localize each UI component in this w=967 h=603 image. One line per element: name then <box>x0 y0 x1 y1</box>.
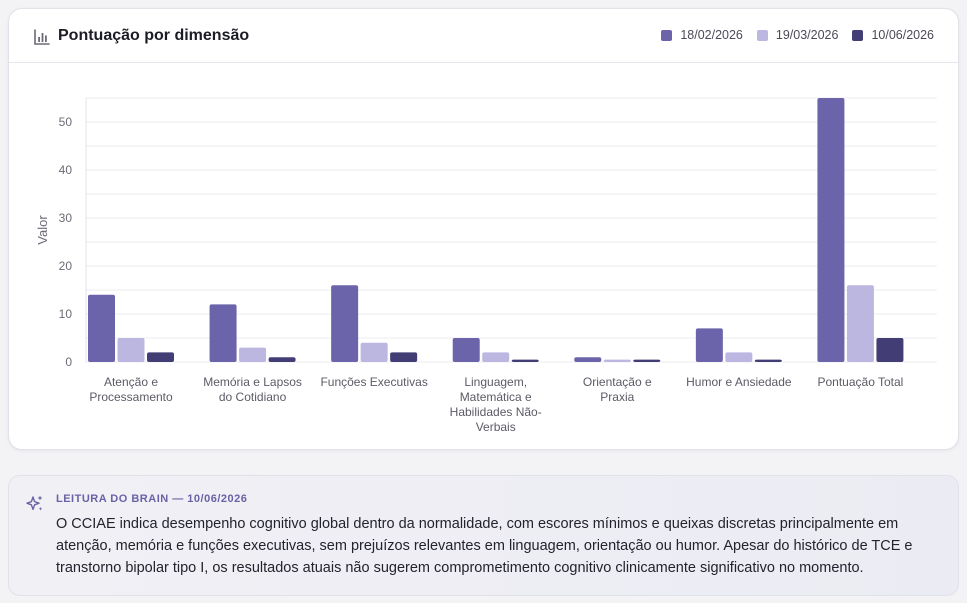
bar <box>390 352 417 362</box>
card-header: Pontuação por dimensão 18/02/2026 19/03/… <box>9 9 958 63</box>
dimension-score-card: Pontuação por dimensão 18/02/2026 19/03/… <box>8 8 959 450</box>
bar <box>453 338 480 362</box>
bar <box>147 352 174 362</box>
sparkles-icon <box>25 494 45 514</box>
brain-insight-panel: LEITURA DO BRAIN — 10/06/2026 O CCIAE in… <box>8 475 959 596</box>
x-category-label: Linguagem, <box>464 375 527 389</box>
bar <box>269 357 296 362</box>
bar <box>604 360 631 362</box>
bar <box>210 304 237 362</box>
bar <box>755 360 782 362</box>
y-tick-label: 0 <box>65 355 72 369</box>
bar <box>817 98 844 362</box>
legend-label: 19/03/2026 <box>776 28 839 42</box>
bar <box>482 352 509 362</box>
y-tick-label: 50 <box>59 115 73 129</box>
bar <box>633 360 660 362</box>
x-category-label: Funções Executivas <box>320 375 427 389</box>
bar <box>696 328 723 362</box>
bar <box>88 295 115 362</box>
x-category-label: Matemática e <box>460 390 532 404</box>
legend-swatch <box>661 30 672 41</box>
insight-text: O CCIAE indica desempenho cognitivo glob… <box>56 513 936 579</box>
x-category-label: Verbais <box>476 420 516 434</box>
x-category-label: Memória e Lapsos <box>203 375 302 389</box>
bar <box>118 338 145 362</box>
chart-legend: 18/02/2026 19/03/2026 10/06/2026 <box>661 28 934 42</box>
card-title: Pontuação por dimensão <box>58 27 249 45</box>
bar-chart-icon <box>33 28 51 46</box>
legend-label: 10/06/2026 <box>871 28 934 42</box>
legend-swatch <box>757 30 768 41</box>
bar <box>361 343 388 362</box>
x-category-label: Orientação e <box>583 375 652 389</box>
y-tick-label: 30 <box>59 211 73 225</box>
bar <box>876 338 903 362</box>
y-tick-label: 10 <box>59 307 73 321</box>
y-axis-title: Valor <box>35 215 50 245</box>
insight-label: LEITURA DO BRAIN — 10/06/2026 <box>56 493 247 505</box>
x-category-label: Habilidades Não- <box>450 405 542 419</box>
bar <box>239 348 266 362</box>
legend-item-series-2[interactable]: 19/03/2026 <box>757 28 839 42</box>
y-tick-label: 40 <box>59 163 73 177</box>
x-category-label: Processamento <box>89 390 173 404</box>
legend-swatch <box>852 30 863 41</box>
bar <box>847 285 874 362</box>
bar <box>512 360 539 362</box>
legend-item-series-3[interactable]: 10/06/2026 <box>852 28 934 42</box>
y-tick-label: 20 <box>59 259 73 273</box>
x-category-label: do Cotidiano <box>219 390 287 404</box>
legend-item-series-1[interactable]: 18/02/2026 <box>661 28 743 42</box>
bar <box>725 352 752 362</box>
bar <box>574 357 601 362</box>
bar <box>331 285 358 362</box>
x-category-label: Pontuação Total <box>817 375 903 389</box>
legend-label: 18/02/2026 <box>680 28 743 42</box>
x-category-label: Praxia <box>600 390 634 404</box>
x-category-label: Atenção e <box>104 375 158 389</box>
x-category-label: Humor e Ansiedade <box>686 375 792 389</box>
